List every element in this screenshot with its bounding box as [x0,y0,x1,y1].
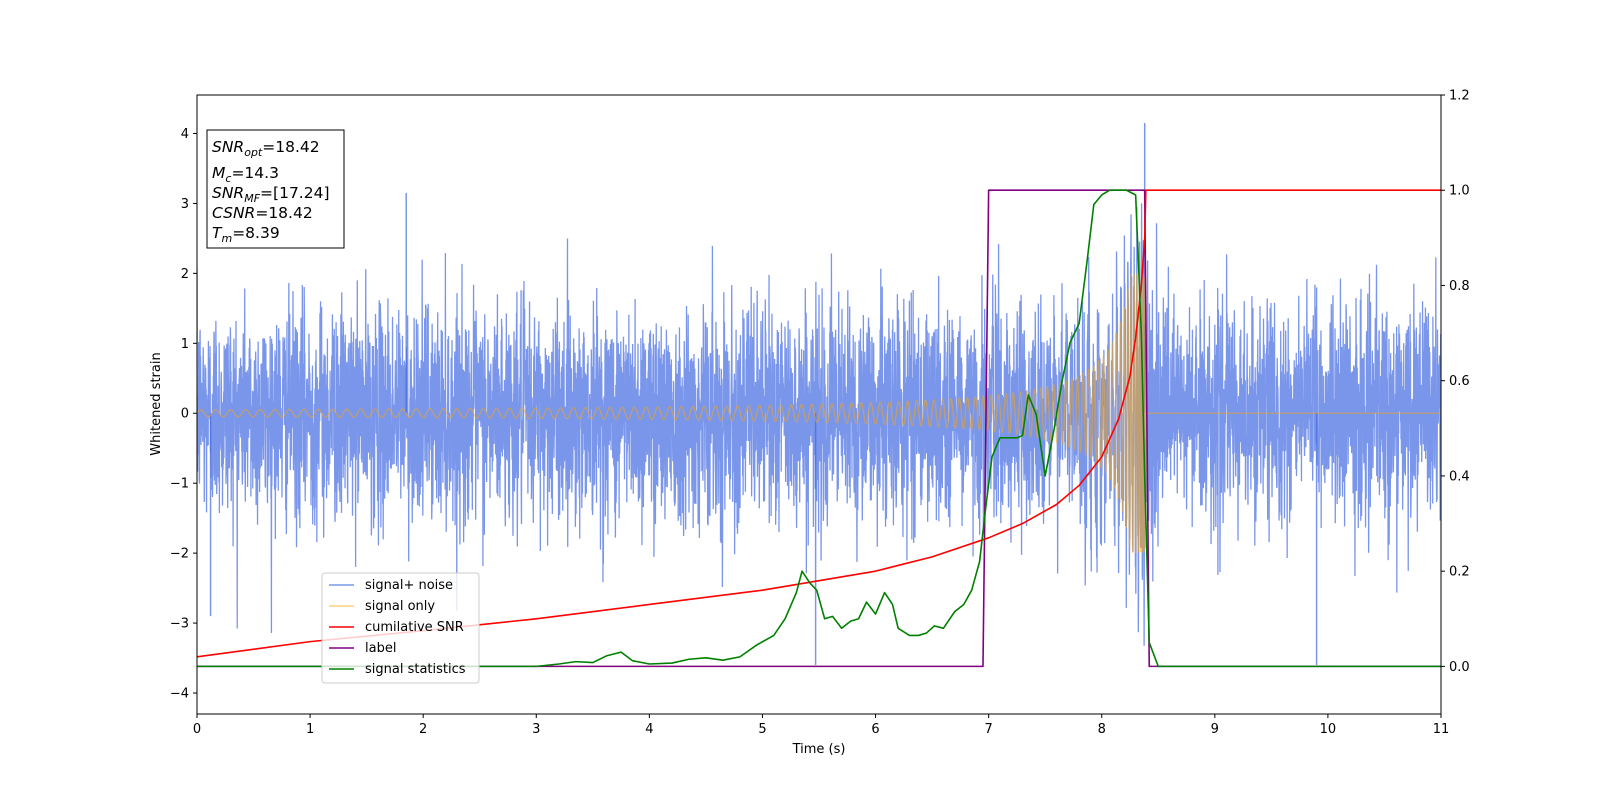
y2-tick-label: 0.0 [1449,660,1470,675]
snr-mf-text: SNRMF=[17.24] [212,184,330,205]
series-signal-statistics [197,189,1441,668]
legend-frame [321,572,480,684]
y-tick-label: −3 [170,617,189,632]
tm-text: Tm=8.39 [212,224,280,245]
y-tick-label: −2 [170,547,189,562]
annotation-box: SNRopt=18.42 Mc=14.3 SNRMF=[17.24] CSNR=… [206,129,345,249]
legend-label-signal-noise: signal+ noise [365,578,453,593]
csnr-text: CSNR=18.42 [212,204,313,222]
snr-opt-text: SNRopt=18.42 [212,138,320,159]
y-tick-label: 0 [181,407,189,422]
y-tick-label: 4 [181,127,189,142]
y-axis-right: 0.0 0.2 0.4 0.6 0.8 1.0 1.2 [1441,89,1470,675]
x-tick-label: 8 [1098,722,1106,737]
y2-tick-label: 1.2 [1449,89,1470,104]
y-tick-label: 1 [181,337,189,352]
annotation-box-frame [206,129,345,249]
y-axis-label: Whitened strain [149,352,164,455]
y-tick-label: −1 [170,477,189,492]
x-tick-label: 11 [1433,722,1450,737]
x-tick-label: 0 [193,722,201,737]
y2-tick-label: 1.0 [1449,184,1470,199]
x-tick-label: 5 [758,722,766,737]
x-axis: 0 1 2 3 4 5 6 7 8 9 10 11 [193,714,1449,737]
x-tick-label: 7 [984,722,992,737]
x-tick-label: 4 [645,722,653,737]
legend-label-cumulative-snr: cumilative SNR [365,620,464,635]
series-signal-noise [197,203,1441,646]
legend: signal+ noise signal only cumilative SNR… [321,572,480,684]
y2-tick-label: 0.2 [1449,565,1470,580]
x-tick-label: 10 [1320,722,1337,737]
series-signal-only [197,273,1441,554]
y-tick-label: 2 [181,267,189,282]
y-axis-left: −4 −3 −2 −1 0 1 2 3 4 [170,127,197,702]
x-tick-label: 2 [419,722,427,737]
y2-tick-label: 0.8 [1449,279,1470,294]
y-tick-label: −4 [170,687,189,702]
x-tick-label: 3 [532,722,540,737]
y2-tick-label: 0.6 [1449,374,1470,389]
x-axis-label: Time (s) [792,742,846,757]
legend-label-label: label [365,641,396,656]
axes-frame [196,94,1442,715]
legend-label-signal-only: signal only [365,599,435,614]
y-tick-label: 3 [181,197,189,212]
legend-label-signal-statistics: signal statistics [365,662,466,677]
x-tick-label: 9 [1211,722,1219,737]
y2-tick-label: 0.4 [1449,469,1470,484]
plot-area [197,122,1441,668]
x-tick-label: 6 [871,722,879,737]
x-tick-label: 1 [306,722,314,737]
mc-text: Mc=14.3 [212,164,279,185]
